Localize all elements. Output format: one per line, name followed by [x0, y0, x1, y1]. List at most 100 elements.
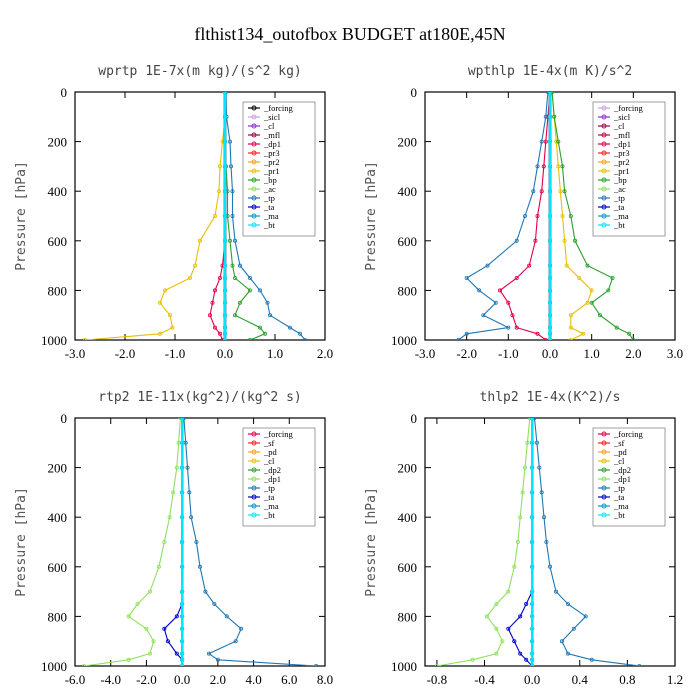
data-point [247, 288, 252, 293]
data-point [180, 540, 185, 545]
x-tick-label: 0.0 [174, 672, 190, 687]
data-point [548, 313, 553, 318]
x-tick-label: -3.0 [415, 346, 436, 361]
legend: _forcing_sf_pd_cl_dp2_dp1_tp_ta_ma_bt [592, 427, 666, 527]
legend-marker [601, 123, 607, 129]
legend-label: _pr2 [613, 157, 630, 167]
data-point [180, 664, 185, 666]
legend-marker [601, 186, 607, 192]
legend-label: _pr3 [613, 148, 630, 158]
legend-label: _bt [263, 220, 276, 230]
data-point [212, 602, 217, 607]
data-point [506, 589, 511, 594]
legend-marker [251, 141, 257, 147]
series-group [81, 418, 319, 666]
series-line-pr1 [551, 92, 593, 340]
legend-marker [601, 512, 607, 518]
data-point [180, 639, 185, 644]
data-point [222, 300, 227, 305]
data-point [223, 92, 227, 94]
x-tick-label: 2.0 [625, 346, 641, 361]
data-point [535, 164, 540, 169]
data-point [222, 189, 227, 194]
data-point [637, 664, 642, 666]
legend-marker [251, 114, 257, 120]
data-point [180, 465, 185, 470]
data-point [518, 515, 523, 520]
data-point [81, 664, 86, 666]
x-tick-label: -0.8 [427, 672, 448, 687]
legend-marker [601, 458, 607, 464]
data-point [217, 164, 222, 169]
legend-marker [251, 494, 257, 500]
legend-label: _pr1 [613, 166, 630, 176]
data-point [530, 664, 535, 666]
legend-marker [251, 168, 257, 174]
legend-marker [601, 503, 607, 509]
data-point [232, 275, 237, 280]
legend-marker [601, 141, 607, 147]
legend-label: _cl [613, 456, 625, 466]
data-point [162, 288, 167, 293]
data-point [197, 564, 202, 569]
legend-label: _forcing [263, 103, 294, 113]
data-point [512, 639, 517, 644]
data-point [524, 602, 529, 607]
data-point [532, 418, 537, 420]
data-point [174, 651, 179, 656]
legend-label: _dp1 [263, 474, 281, 484]
data-point [568, 313, 573, 318]
legend-label: _tp [263, 483, 275, 493]
data-point [189, 515, 194, 520]
data-point [535, 331, 540, 336]
series-line-tp [533, 418, 640, 666]
data-point [222, 213, 227, 218]
data-point [548, 331, 553, 336]
data-point [548, 325, 553, 330]
data-point [248, 338, 252, 340]
legend-marker [251, 177, 257, 183]
data-point [207, 313, 212, 318]
data-point [542, 515, 547, 520]
legend-label: _tp [263, 193, 275, 203]
data-point [577, 275, 582, 280]
data-point [222, 114, 227, 119]
data-point [215, 657, 220, 662]
data-point [493, 300, 498, 305]
data-point [192, 263, 197, 268]
legend-label: _pr1 [263, 166, 280, 176]
data-point [167, 313, 172, 318]
data-point [589, 300, 594, 305]
data-point [548, 288, 553, 293]
y-tick-label: 200 [398, 461, 418, 476]
data-point [571, 626, 576, 631]
legend-label: _pd [263, 447, 278, 457]
data-point [147, 589, 152, 594]
legend-marker [251, 213, 257, 219]
data-point [170, 325, 175, 330]
legend-label: _ma [613, 501, 629, 511]
data-point [239, 626, 244, 631]
data-point [147, 651, 152, 656]
panel-1: wprtp 1E-7x(m kg)/(s^2 kg) Pressure [hPa]… [14, 64, 333, 361]
legend-label: _bp [263, 175, 277, 185]
series-line-bp [551, 92, 634, 340]
legend-marker [251, 440, 257, 446]
legend-marker [601, 159, 607, 165]
y-tick-label: 1000 [391, 659, 417, 674]
data-point [464, 275, 469, 280]
data-point [237, 263, 242, 268]
series-line-ta [507, 418, 533, 666]
data-point [535, 213, 540, 218]
data-point [552, 114, 557, 119]
data-point [180, 418, 185, 420]
data-point [541, 164, 546, 169]
data-point [506, 626, 511, 631]
series-line-dp1 [499, 92, 551, 340]
series-line-dp1 [209, 92, 226, 340]
data-point [174, 465, 179, 470]
data-point [224, 614, 229, 619]
data-point [230, 189, 235, 194]
data-point [303, 338, 307, 340]
data-point [530, 657, 535, 662]
